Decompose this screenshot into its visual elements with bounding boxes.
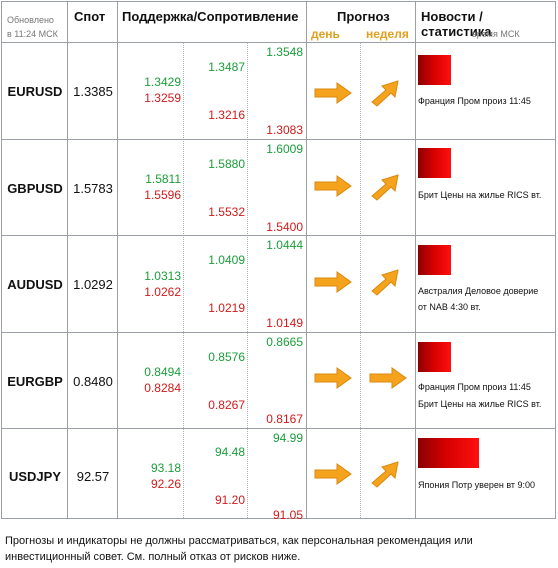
arrow-up-right-icon	[371, 174, 399, 201]
news-item: Брит Цены на жилье RICS вт.	[418, 190, 542, 200]
spot-value: 1.5783	[73, 181, 113, 196]
arrow-right-icon	[314, 82, 352, 104]
arrow-up-right-icon	[371, 80, 399, 107]
resistance-2: 1.0219	[208, 301, 245, 315]
pair-label: USDJPY	[8, 469, 62, 484]
resistance-2: 1.5532	[208, 205, 245, 219]
news-item: Франция Пром произ 11:45	[418, 382, 531, 392]
support-3: 0.8665	[266, 335, 303, 349]
spot-value: 1.0292	[73, 277, 113, 292]
support-1: 93.18	[150, 461, 181, 475]
support-1: 0.8494	[144, 365, 181, 379]
arrow-right-icon	[314, 367, 352, 389]
resistance-1: 0.8284	[144, 381, 181, 395]
news-item: Япония Потр уверен вт 9:00	[418, 480, 536, 490]
pair-label: AUDUSD	[7, 277, 63, 292]
resistance-1: 1.0262	[144, 285, 181, 299]
resistance-2: 0.8267	[208, 398, 245, 412]
spot-value: 92.57	[76, 469, 110, 484]
news-importance-bar	[418, 55, 451, 85]
support-2: 1.0409	[208, 253, 245, 267]
support-2: 94.48	[214, 445, 245, 459]
arrow-up-right-icon	[371, 461, 399, 488]
resistance-3: 1.3083	[266, 123, 303, 137]
resistance-3: 0.8167	[266, 412, 303, 426]
news-item: Брит Цены на жилье RICS вт.	[418, 399, 542, 409]
resistance-1: 1.5596	[144, 188, 181, 202]
spot-value: 1.3385	[73, 84, 113, 99]
arrow-right-icon	[314, 271, 352, 293]
updated-label: Обновлено	[7, 15, 54, 25]
resistance-3: 1.0149	[266, 316, 303, 330]
arrow-up-right-icon	[371, 269, 399, 296]
pair-label: EURGBP	[7, 374, 63, 389]
forecast-table: Обновлено в 11:24 МСК Спот Поддержка/Соп…	[1, 1, 556, 522]
support-3: 1.0444	[266, 238, 303, 252]
news-item: Франция Пром произ 11:45	[418, 96, 531, 106]
arrow-right-icon	[314, 463, 352, 485]
support-2: 0.8576	[208, 350, 245, 364]
news-importance-bar	[418, 342, 451, 372]
pair-label: EURUSD	[7, 84, 63, 99]
resistance-3: 91.05	[272, 508, 303, 522]
resistance-2: 91.20	[214, 493, 245, 507]
resistance-2: 1.3216	[208, 108, 245, 122]
spot-value: 0.8480	[73, 374, 113, 389]
news-importance-bar	[418, 245, 451, 275]
support-3: 1.3548	[266, 45, 303, 59]
support-resistance-header: Поддержка/Сопротивление	[122, 9, 299, 24]
resistance-1: 92.26	[150, 477, 181, 491]
news-header: Новости / статистика	[421, 9, 492, 39]
support-1: 1.5811	[145, 172, 181, 186]
forecast-header: Прогноз	[337, 9, 390, 24]
news-importance-bar	[418, 438, 479, 468]
resistance-1: 1.3259	[144, 91, 181, 105]
news-importance-bar	[418, 148, 451, 178]
support-2: 1.5880	[208, 157, 245, 171]
msk-time-label: время МСК	[472, 29, 520, 39]
news-item: от NAB 4:30 вт.	[418, 302, 481, 312]
week-header: неделя	[366, 27, 409, 41]
day-header: день	[311, 27, 340, 41]
pair-label: GBPUSD	[7, 181, 63, 196]
support-1: 1.0313	[144, 269, 181, 283]
arrow-right-icon	[369, 367, 407, 389]
spot-header: Спот	[74, 9, 106, 24]
support-2: 1.3487	[208, 60, 245, 74]
support-1: 1.3429	[144, 75, 181, 89]
resistance-3: 1.5400	[266, 220, 303, 234]
support-3: 94.99	[272, 431, 303, 445]
support-3: 1.6009	[266, 142, 303, 156]
disclaimer: Прогнозы и индикаторы не должны рассматр…	[5, 535, 473, 563]
arrow-right-icon	[314, 175, 352, 197]
news-item: Австралия Деловое доверие	[418, 286, 539, 296]
updated-time: в 11:24 МСК	[7, 29, 58, 39]
